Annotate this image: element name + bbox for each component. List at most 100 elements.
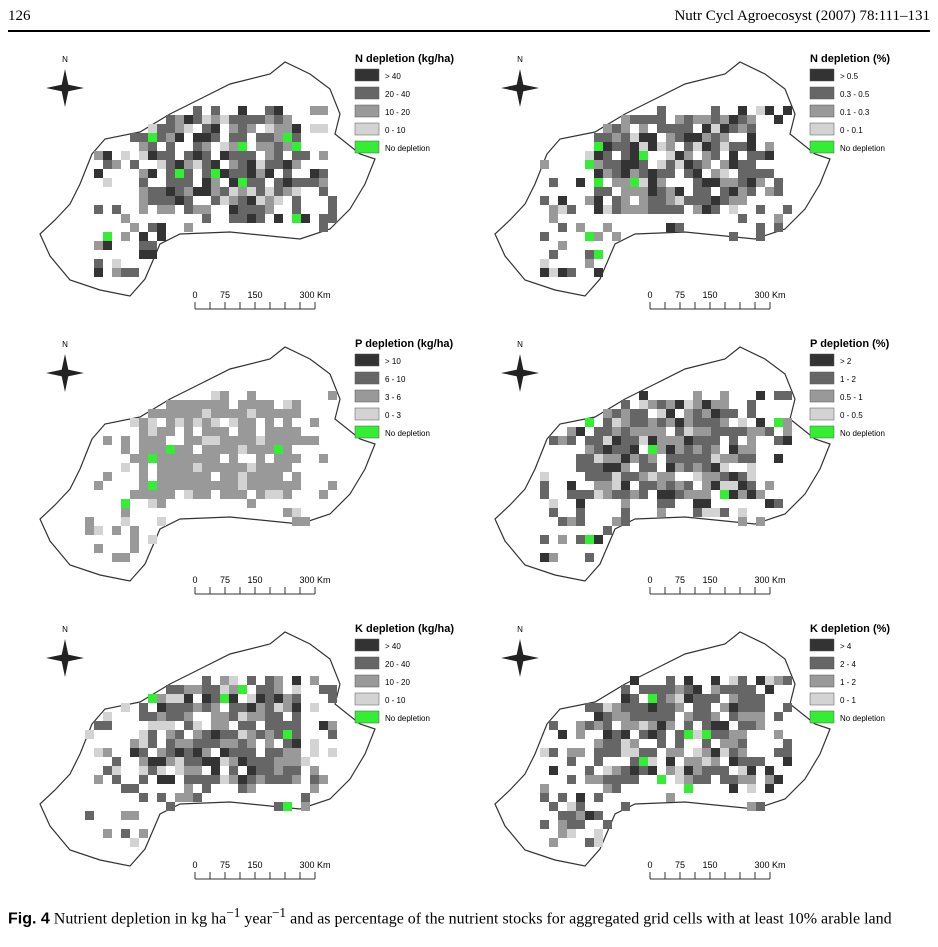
grid-cell <box>603 526 612 535</box>
grid-cell <box>184 757 193 766</box>
grid-cell <box>702 409 711 418</box>
grid-cell <box>256 133 265 142</box>
grid-cell <box>121 517 130 526</box>
grid-cell <box>774 712 783 721</box>
grid-cell <box>567 802 576 811</box>
grid-cell <box>139 739 148 748</box>
grid-cell <box>639 409 648 418</box>
grid-cell <box>603 712 612 721</box>
grid-cell <box>238 739 247 748</box>
grid-cell <box>594 712 603 721</box>
grid-cell <box>274 214 283 223</box>
grid-cell <box>229 409 238 418</box>
grid-cell <box>157 427 166 436</box>
grid-cell <box>220 445 229 454</box>
grid-cell <box>256 490 265 499</box>
legend-label: 0 - 0.1 <box>840 126 863 135</box>
grid-cell <box>540 553 549 562</box>
grid-cell <box>193 472 202 481</box>
grid-cell <box>157 694 166 703</box>
grid-cell <box>738 676 747 685</box>
grid-cell <box>274 427 283 436</box>
grid-cell <box>157 748 166 757</box>
grid-cell <box>274 694 283 703</box>
grid-cell <box>166 703 175 712</box>
grid-cell <box>603 133 612 142</box>
grid-cell <box>166 748 175 757</box>
grid-cell <box>112 757 121 766</box>
grid-cell <box>639 133 648 142</box>
grid-cell <box>657 490 666 499</box>
grid-cell <box>211 757 220 766</box>
grid-cell <box>202 178 211 187</box>
grid-cell <box>229 169 238 178</box>
grid-cell <box>711 196 720 205</box>
grid-cell <box>603 721 612 730</box>
grid-cell <box>184 409 193 418</box>
scale-label: 300 Km <box>754 575 785 585</box>
grid-cell <box>648 178 657 187</box>
legend-swatch <box>355 426 379 438</box>
grid-cell <box>540 793 549 802</box>
grid-cell <box>675 187 684 196</box>
grid-cell <box>540 535 549 544</box>
grid-cell <box>747 436 756 445</box>
grid-cell <box>301 178 310 187</box>
grid-cell <box>558 829 567 838</box>
grid-cell <box>774 187 783 196</box>
grid-cell <box>175 115 184 124</box>
grid-cell <box>85 517 94 526</box>
grid-cell <box>184 472 193 481</box>
grid-cell <box>729 115 738 124</box>
grid-cell <box>648 436 657 445</box>
grid-cell <box>184 151 193 160</box>
grid-cell <box>594 178 603 187</box>
grid-cell <box>540 259 549 268</box>
grid-cell <box>576 463 585 472</box>
grid-cell <box>666 223 675 232</box>
legend-label: 20 - 40 <box>385 90 410 99</box>
grid-cell <box>283 409 292 418</box>
legend-label: 0 - 10 <box>385 696 406 705</box>
grid-cell <box>274 151 283 160</box>
scale-label: 75 <box>220 575 230 585</box>
grid-cell <box>301 151 310 160</box>
grid-cell <box>184 196 193 205</box>
grid-cell <box>265 748 274 757</box>
grid-cell <box>265 685 274 694</box>
grid-cell <box>247 472 256 481</box>
north-label: N <box>517 55 523 64</box>
grid-cell <box>256 766 265 775</box>
grid-cell <box>211 463 220 472</box>
grid-cell <box>657 418 666 427</box>
grid-cell <box>612 490 621 499</box>
grid-cell <box>639 400 648 409</box>
grid-cell <box>148 250 157 259</box>
grid-cell <box>702 205 711 214</box>
grid-cell <box>193 721 202 730</box>
grid-cell <box>229 463 238 472</box>
grid-cell <box>666 721 675 730</box>
grid-cell <box>274 712 283 721</box>
grid-cell <box>594 151 603 160</box>
grid-cell <box>211 160 220 169</box>
grid-cell <box>247 436 256 445</box>
grid-cell <box>585 535 594 544</box>
grid-cell <box>148 694 157 703</box>
grid-cell <box>292 400 301 409</box>
grid-cell <box>702 721 711 730</box>
scale-label: 150 <box>247 290 262 300</box>
grid-cell <box>747 766 756 775</box>
grid-cell <box>675 445 684 454</box>
grid-cell <box>621 694 630 703</box>
grid-cell <box>711 427 720 436</box>
grid-cell <box>256 160 265 169</box>
grid-cell <box>729 784 738 793</box>
grid-cell <box>256 214 265 223</box>
legend-label: 0 - 3 <box>385 411 402 420</box>
grid-cell <box>756 223 765 232</box>
grid-cell <box>738 106 747 115</box>
grid-cell <box>612 775 621 784</box>
grid-cell <box>711 766 720 775</box>
grid-cell <box>693 160 702 169</box>
